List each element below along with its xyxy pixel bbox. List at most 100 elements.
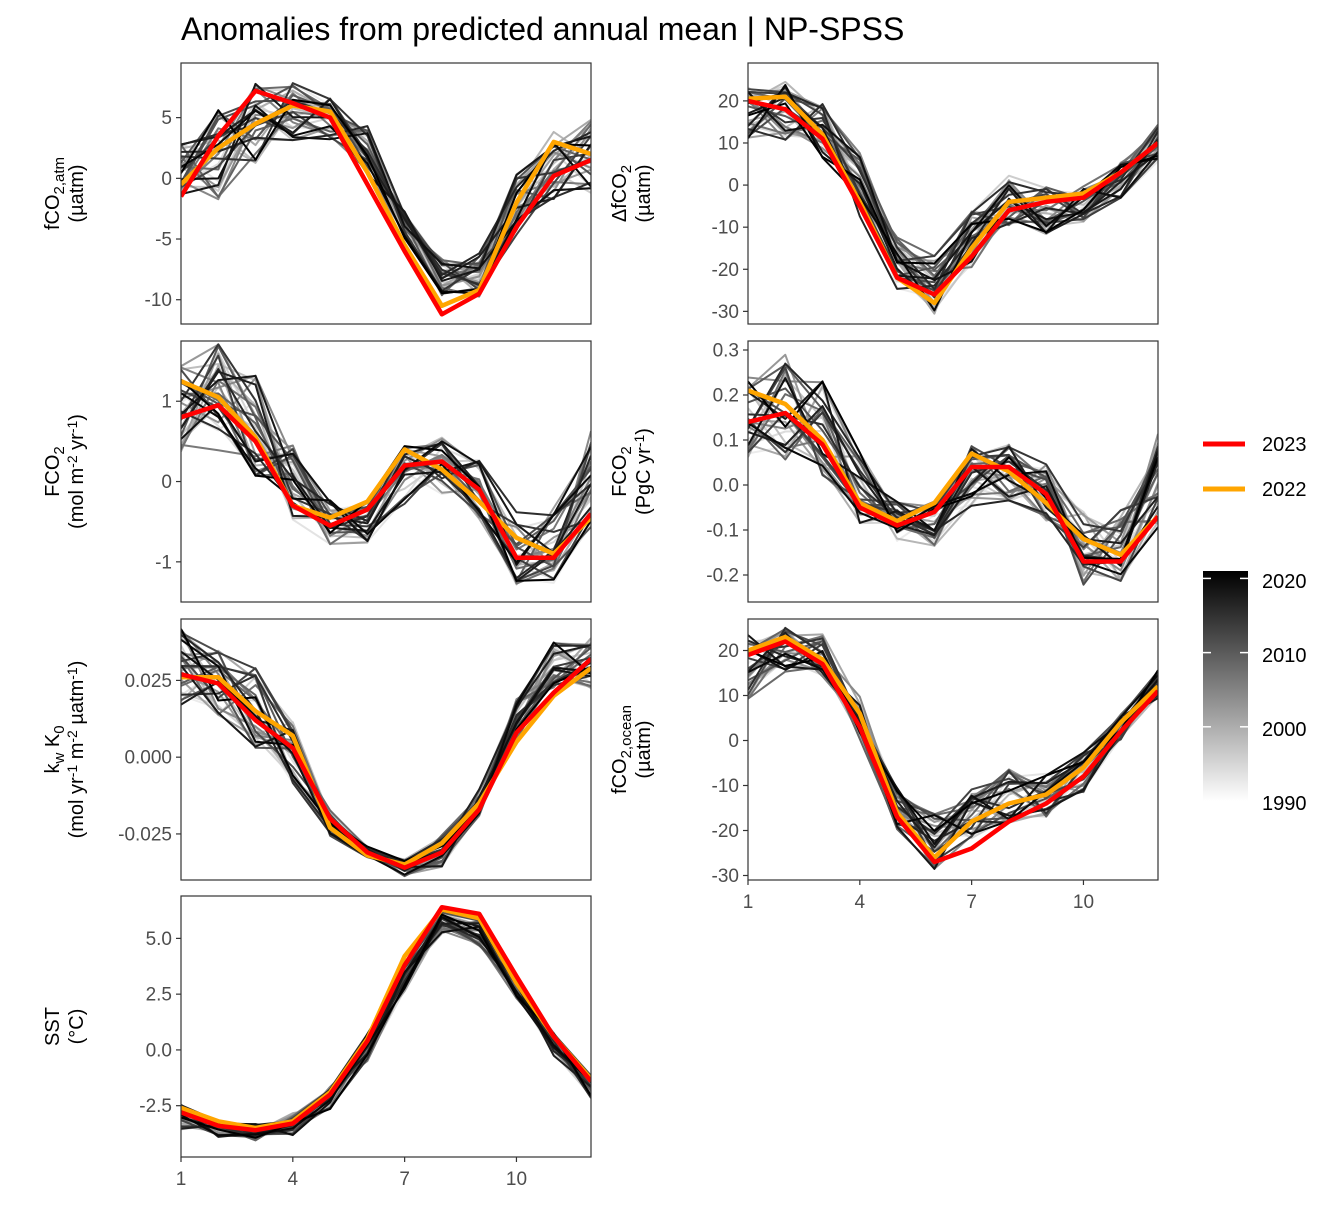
y-tick-label: 5	[161, 108, 172, 129]
y-tick-label: 20	[718, 641, 739, 662]
y-axis-label: kw K0(mol yr-1 m-2 µatm-1)	[42, 661, 88, 839]
series-line-2015	[181, 924, 591, 1137]
series-line-2016	[748, 91, 1158, 290]
y-tick-label: 0	[728, 731, 739, 752]
series-line-2008	[181, 920, 591, 1142]
y-tick-label: -0.025	[118, 824, 172, 845]
series-line-2023	[181, 88, 591, 317]
y-tick-label: -2.5	[139, 1096, 172, 1117]
colorbar-label-2020: 2020	[1262, 571, 1307, 593]
y-tick-label: -10	[145, 290, 172, 311]
y-tick-label: 1	[161, 392, 172, 413]
plot-area	[181, 628, 591, 878]
y-axis-label-line: FCO2	[42, 446, 68, 497]
y-axis-label-line: (mol yr-1 m-2 µatm-1)	[64, 661, 88, 839]
panel-frame	[180, 62, 592, 325]
series-line-2021	[748, 102, 1158, 265]
plot-area	[748, 353, 1158, 586]
series-line-2020	[748, 652, 1158, 835]
series-line-2003	[181, 374, 591, 569]
series-line-1991	[181, 919, 591, 1135]
series-line-2011	[181, 916, 591, 1138]
y-tick-label: 0.0	[146, 1040, 172, 1061]
y-tick-label: 2.5	[146, 985, 172, 1006]
series-line-2021	[181, 98, 591, 295]
colorbar-label-2010: 2010	[1262, 645, 1307, 667]
y-tick-label: -0.1	[706, 521, 739, 542]
panel-kwk0: 0.025 0.000 -0.025 kw K0(mol yr-1 m-2 µatm-…	[42, 618, 592, 881]
series-line-2007	[181, 378, 591, 570]
series-line-2015	[181, 410, 591, 530]
y-axis-label-line: (µatm)	[633, 720, 655, 778]
y-tick-label: 0.0	[713, 476, 739, 497]
series-line-2022	[748, 634, 1158, 860]
series-line-1998	[181, 929, 591, 1134]
series-line-2021	[181, 628, 591, 862]
plot-area	[181, 904, 591, 1142]
plot-area	[748, 626, 1158, 870]
y-tick-label: 0.2	[713, 386, 739, 407]
y-axis-label-line: fCO2,ocean	[609, 705, 635, 794]
series-line-2023	[181, 904, 591, 1133]
panel-frame	[180, 618, 592, 881]
y-axis-label: fCO2,atm(µatm)	[42, 157, 88, 230]
series-line-1996	[181, 926, 591, 1136]
panel-frame	[747, 340, 1159, 603]
series-line-2013	[181, 354, 591, 580]
legend: 2023 2022 2020 2010 2000 1990	[1203, 434, 1307, 815]
series-line-2023	[748, 639, 1158, 865]
series-line-2002	[181, 642, 591, 861]
y-tick-label: 0.000	[124, 748, 172, 769]
y-axis-label: SST (°C)	[42, 1007, 88, 1046]
y-tick-label: -20	[712, 260, 739, 281]
x-tick-label: 7	[966, 892, 977, 913]
panel-dfco2: 20 10 0 -10 -20 -30 ΔfCO2(µatm)	[609, 62, 1159, 325]
series-line-2007	[181, 923, 591, 1141]
y-tick-label: 0.1	[713, 431, 739, 452]
series-line-2023	[748, 98, 1158, 297]
y-tick-label: 5.0	[146, 929, 172, 950]
series-line-2005	[181, 642, 591, 867]
y-tick-label: 20	[718, 91, 739, 112]
colorbar-label-2000: 2000	[1262, 719, 1307, 741]
colorbar	[1203, 571, 1248, 801]
y-tick-label: 10	[718, 686, 739, 707]
series-line-2022	[181, 379, 591, 557]
panel-fco2_atm: 5 0 -5 -10 fCO2,atm(µatm)	[42, 62, 592, 325]
series-line-2020	[181, 916, 591, 1137]
x-tick-label: 1	[176, 1169, 187, 1190]
x-tick-label: 4	[855, 892, 866, 913]
y-tick-label: 0.3	[713, 341, 739, 362]
y-tick-label: -30	[712, 866, 739, 887]
plot-area	[181, 343, 591, 586]
y-tick-label: 10	[718, 133, 739, 154]
y-tick-label: -30	[712, 302, 739, 323]
series-line-2022	[748, 388, 1158, 558]
series-line-1992	[181, 913, 591, 1137]
panel-fco2_pgc: 0.3 0.2 0.1 0.0 -0.1 -0.2 FCO2(PgC yr-1)	[609, 340, 1159, 603]
panel-fco2_flux: 1 0 -1 FCO2(mol m-2 yr-1)	[42, 340, 592, 603]
series-line-2016	[181, 921, 591, 1136]
series-line-2018	[748, 634, 1158, 870]
y-tick-label: -10	[712, 776, 739, 797]
x-tick-label: 7	[399, 1169, 410, 1190]
y-axis-label: FCO2(mol m-2 yr-1)	[42, 414, 88, 529]
x-tick-label: 10	[506, 1169, 527, 1190]
series-line-1993	[181, 640, 591, 867]
y-axis-label-line: (mol m-2 yr-1)	[64, 414, 88, 529]
series-line-2019	[181, 925, 591, 1136]
plot-area	[181, 82, 591, 317]
series-line-2018	[181, 374, 591, 554]
y-axis-label-line: (µatm)	[633, 164, 655, 222]
plot-area	[748, 80, 1158, 315]
series-line-2020	[181, 109, 591, 295]
y-tick-label: 0.025	[124, 671, 172, 692]
series-line-1990	[181, 646, 591, 865]
y-tick-label: -5	[155, 230, 172, 251]
series-line-1991	[748, 635, 1158, 835]
series-line-2021	[181, 913, 591, 1139]
y-axis-label-line: FCO2	[609, 446, 635, 497]
series-line-2023	[748, 410, 1158, 564]
series-line-2004	[181, 928, 591, 1135]
series-line-2016	[181, 125, 591, 276]
